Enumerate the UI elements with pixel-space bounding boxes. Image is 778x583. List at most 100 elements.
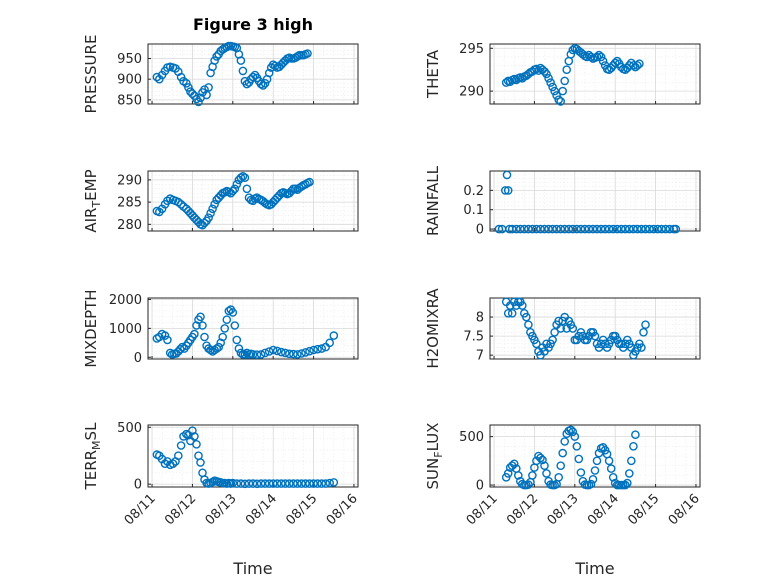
data-point [163,335,172,345]
data-point [627,456,636,466]
data-point [284,349,294,359]
panel-terr-msl: 0 500 TERRMSL 08/11 08/12 08/13 08/14 08/15 08/1… [82,421,361,578]
data-point [548,335,557,345]
data-point [600,224,610,234]
data-point [592,456,602,466]
data-point [503,186,513,195]
data-point [173,451,183,461]
data-point [248,479,258,488]
panel-rainfall: 0 0.1 0.2 RAINFALL [424,165,701,238]
x-tick-label: 08/11 [464,491,501,528]
data-point [276,479,286,488]
data-point [540,224,549,234]
data-point [598,56,608,66]
data-point [544,74,553,83]
data-point [256,79,266,89]
data-point [284,479,294,488]
ylabel-rainfall: RAINFALL [424,165,442,236]
x-tick-label: 08/13 [203,491,240,528]
data-point [657,224,666,234]
data-point [212,52,221,61]
ylabel-h2omixra: H2OMIXRA [424,288,442,369]
data-point [617,224,626,234]
data-point [522,312,531,322]
panel-air-temp: 280 285 290 AIRTEMP [82,169,359,233]
data-point [242,184,252,194]
data-point [194,97,203,107]
data-point [280,348,290,358]
data-point [621,480,630,490]
data-point [556,461,566,471]
data-point [576,224,586,234]
data-point [625,61,634,70]
data-point [152,72,162,82]
y-tick-label: 0 [134,478,142,493]
ylabel-mixdepth: MIXDEPTH [82,289,100,367]
data-point [305,479,314,488]
data-point [516,224,525,234]
y-tick-label: 0 [134,351,142,366]
y-tick-label: 0 [476,479,484,494]
data-point [637,224,646,234]
y-tick-label: 285 [117,196,142,211]
data-point [228,478,238,488]
data-point [586,479,596,489]
data-point [230,321,240,330]
data-point [568,224,578,234]
data-point [520,224,529,234]
data-point [188,89,197,98]
data-point [200,218,209,228]
data-point [182,79,191,88]
axes-border [489,170,701,232]
data-point [588,474,598,484]
data-point [590,466,600,475]
series-h2omixra [501,297,650,360]
data-point [507,224,517,234]
y-tick-label: 900 [117,73,142,88]
data-point [303,49,312,58]
data-point [272,479,282,488]
x-tick-label: 08/12 [162,491,199,528]
data-point [556,324,566,333]
data-point [301,348,310,357]
data-point [645,224,654,234]
data-point [548,224,557,234]
data-point [232,179,242,189]
data-point [625,469,634,478]
data-point [590,331,600,341]
data-point [216,338,225,348]
data-point [633,224,642,234]
data-point [196,312,205,322]
ylabel-terr-msl: TERRMSL [82,422,103,491]
data-point [586,52,596,62]
data-point [280,479,290,488]
data-point [244,479,254,488]
data-point [572,224,582,234]
axes-frame [489,170,701,232]
y-tick-label: 7 [476,349,484,364]
data-point [196,458,205,467]
data-point [236,56,246,65]
data-point [538,455,547,465]
data-point [612,224,622,234]
data-point [160,459,170,469]
data-point [248,350,258,359]
data-point [160,331,170,340]
data-point [309,345,318,355]
data-point [532,224,541,234]
data-point [270,61,280,71]
data-point [554,95,564,104]
data-point [608,472,618,482]
axes-border [147,297,359,360]
data-point [313,479,322,488]
data-point [518,301,527,310]
data-point [198,321,207,330]
data-point [604,456,614,466]
y-tick-label: 290 [459,85,484,100]
series-rainfall [494,170,681,234]
data-point [234,344,244,353]
data-point [550,327,559,337]
axes-border [489,424,701,488]
data-point [232,335,242,345]
data-point [592,224,602,234]
